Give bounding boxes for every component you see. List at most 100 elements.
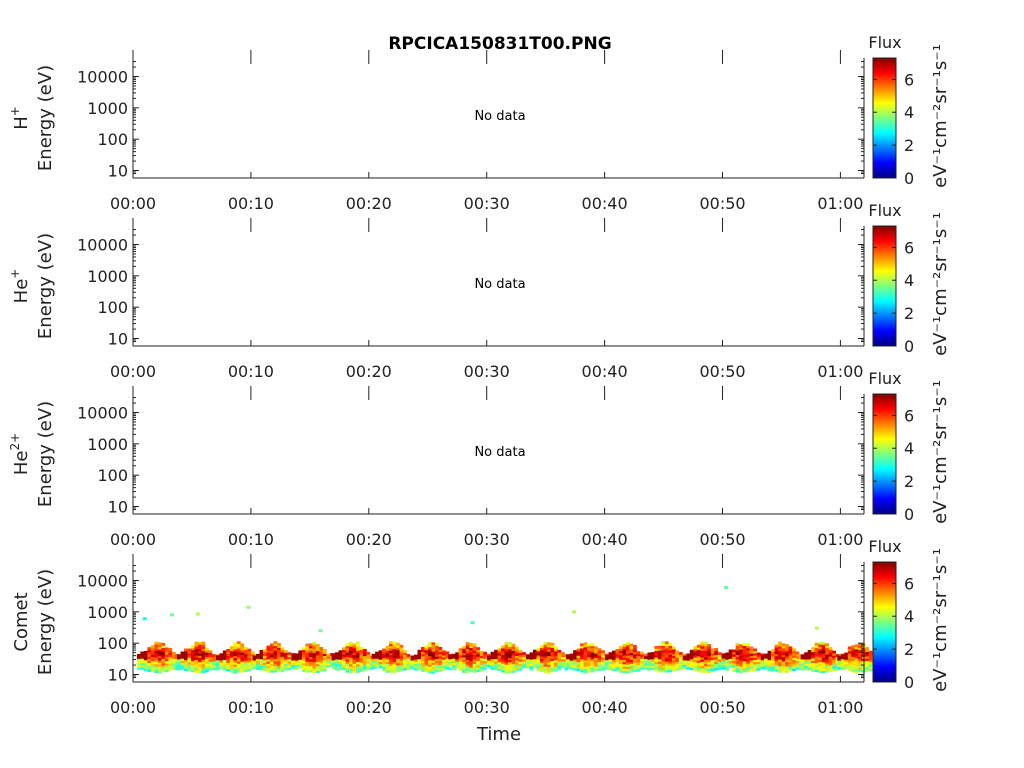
flux-cell bbox=[226, 660, 231, 663]
flux-cell bbox=[266, 658, 271, 662]
flux-cell bbox=[550, 664, 555, 668]
flux-cell bbox=[664, 667, 669, 671]
flux-cell bbox=[847, 666, 852, 669]
flux-cell bbox=[326, 664, 331, 668]
flux-cell bbox=[359, 662, 364, 666]
flux-cell bbox=[518, 652, 523, 656]
flux-cell bbox=[287, 654, 292, 658]
flux-cell bbox=[678, 667, 683, 671]
flux-cell bbox=[522, 656, 526, 660]
flux-cell bbox=[315, 670, 320, 673]
flux-cell bbox=[359, 664, 364, 668]
flux-cell bbox=[785, 668, 789, 671]
flux-cell bbox=[424, 656, 429, 659]
flux-cell bbox=[753, 652, 757, 656]
flux-cell bbox=[448, 663, 452, 666]
flux-cell bbox=[865, 669, 870, 672]
y-tick-label: 1000 bbox=[87, 603, 128, 622]
flux-cell bbox=[601, 663, 605, 667]
flux-cell bbox=[301, 664, 306, 668]
flux-cell bbox=[682, 655, 687, 659]
flux-cell bbox=[615, 657, 620, 661]
flux-cell bbox=[633, 649, 637, 653]
flux-cell bbox=[233, 668, 238, 672]
flux-cell bbox=[640, 656, 644, 659]
flux-cell bbox=[157, 655, 162, 659]
species-charge: 2+ bbox=[8, 433, 22, 451]
flux-cell bbox=[735, 652, 740, 655]
flux-cell bbox=[305, 665, 310, 669]
flux-cell bbox=[725, 652, 729, 656]
flux-cell bbox=[664, 654, 669, 658]
flux-cell bbox=[198, 642, 202, 645]
flux-cell bbox=[494, 658, 498, 662]
flux-cell bbox=[811, 660, 815, 663]
flux-cell bbox=[410, 666, 415, 670]
flux-cell bbox=[529, 661, 534, 664]
flux-cell bbox=[795, 658, 800, 661]
flux-cell bbox=[497, 661, 502, 665]
flux-cell bbox=[714, 654, 719, 658]
flux-cell bbox=[756, 656, 761, 660]
flux-cell bbox=[349, 644, 353, 647]
flux-cell bbox=[654, 661, 659, 665]
flux-cell bbox=[338, 667, 343, 671]
flux-cell bbox=[626, 659, 630, 663]
flux-cell bbox=[263, 653, 267, 656]
flux-cell bbox=[767, 666, 772, 669]
flux-cell bbox=[233, 646, 238, 650]
flux-cell bbox=[547, 659, 551, 663]
flux-cell bbox=[455, 656, 459, 660]
flux-cell bbox=[728, 656, 733, 659]
flux-cell bbox=[406, 658, 411, 662]
flux-cell bbox=[825, 667, 829, 671]
flux-cell bbox=[308, 650, 313, 653]
flux-cell bbox=[788, 666, 793, 669]
flux-cell bbox=[511, 643, 516, 647]
flux-cell bbox=[753, 655, 757, 658]
flux-cell bbox=[615, 655, 620, 659]
flux-cell bbox=[604, 653, 609, 657]
flux-cell bbox=[573, 661, 577, 664]
flux-cell bbox=[818, 646, 822, 649]
flux-cell bbox=[739, 659, 743, 663]
colorbar-tick-label: 6 bbox=[904, 574, 914, 593]
flux-cell bbox=[431, 648, 436, 652]
y-tick-label: 10 bbox=[108, 666, 128, 685]
flux-cell bbox=[222, 665, 227, 669]
flux-cell bbox=[435, 656, 439, 659]
flux-cell bbox=[266, 654, 271, 658]
flux-cell bbox=[219, 664, 224, 668]
flux-cell bbox=[198, 659, 202, 663]
flux-cell bbox=[501, 654, 505, 658]
flux-cell bbox=[322, 655, 327, 659]
flux-cell bbox=[781, 663, 786, 666]
flux-cell bbox=[201, 654, 206, 658]
flux-cell bbox=[298, 663, 303, 667]
flux-cell bbox=[143, 655, 148, 659]
flux-cell bbox=[191, 665, 195, 668]
flux-cell bbox=[291, 664, 296, 668]
flux-cell bbox=[717, 652, 722, 655]
colorbar-tick-label: 2 bbox=[904, 136, 914, 155]
flux-cell bbox=[233, 666, 238, 670]
flux-cell bbox=[522, 652, 526, 655]
flux-cell bbox=[382, 663, 386, 667]
flux-cell bbox=[389, 665, 393, 669]
flux-cell bbox=[483, 651, 487, 655]
flux-cell bbox=[382, 653, 386, 656]
flux-cell bbox=[215, 666, 220, 670]
flux-cell bbox=[518, 667, 523, 671]
flux-cell bbox=[566, 654, 570, 658]
flux-cell bbox=[208, 665, 213, 669]
flux-cell bbox=[550, 658, 555, 661]
flux-cell bbox=[675, 650, 680, 654]
flux-cell bbox=[576, 657, 581, 661]
flux-cell bbox=[865, 647, 870, 650]
flux-cell bbox=[280, 662, 285, 666]
flux-cell bbox=[504, 664, 509, 667]
flux-cell bbox=[825, 652, 829, 655]
flux-cell bbox=[233, 655, 238, 659]
flux-cell bbox=[501, 663, 505, 666]
flux-cell bbox=[671, 653, 676, 657]
